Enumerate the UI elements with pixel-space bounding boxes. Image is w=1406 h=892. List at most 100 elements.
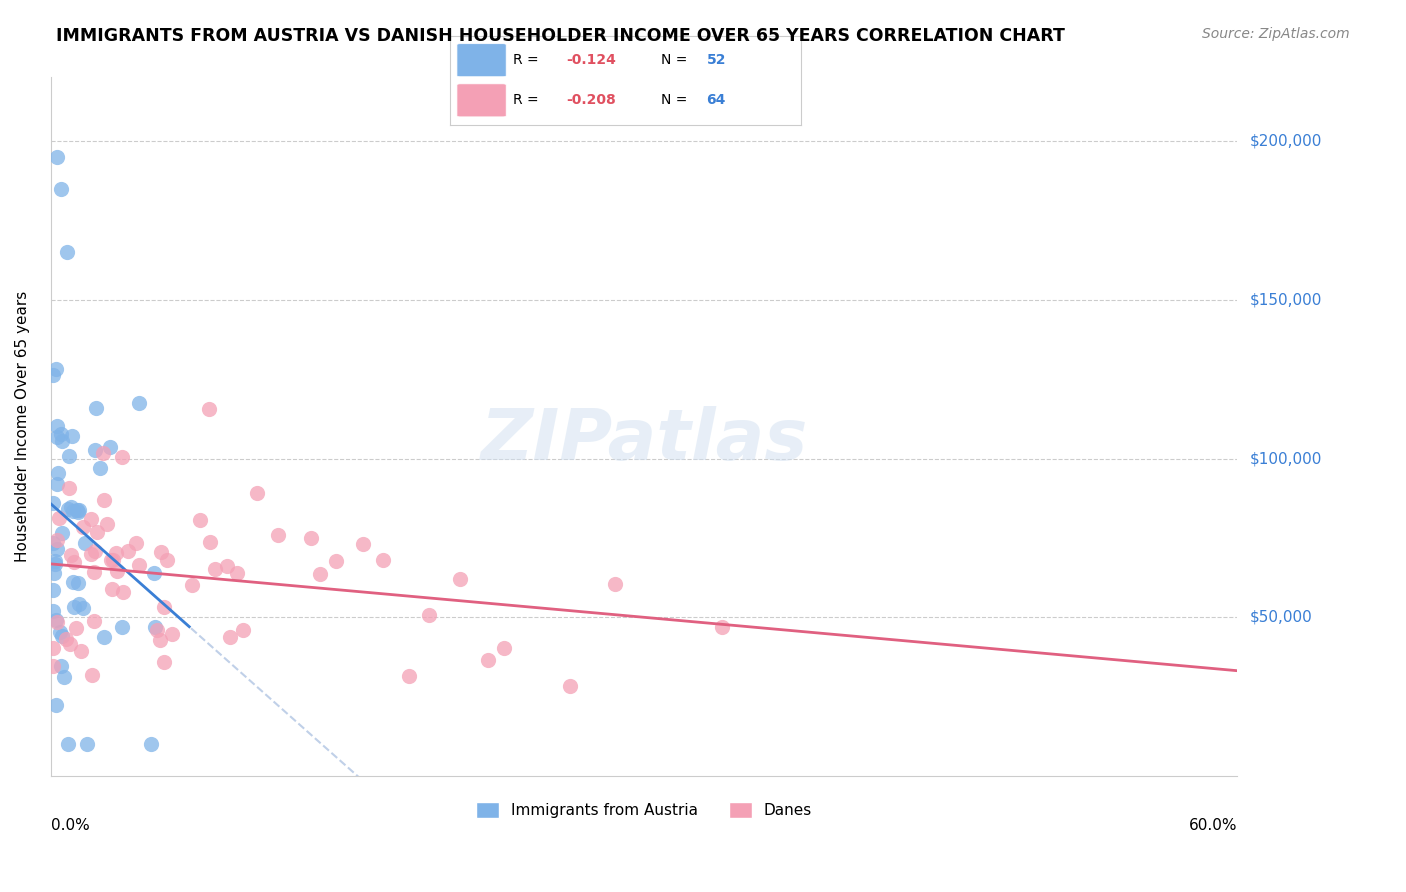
Point <box>72 520 94 534</box>
Point <box>111 450 134 464</box>
Point <box>45 615 67 630</box>
Point <box>44 557 66 571</box>
Point <box>72 601 94 615</box>
Point <box>42 583 65 598</box>
Point <box>60 549 83 563</box>
Point <box>371 553 394 567</box>
Text: ZIPatlas: ZIPatlas <box>481 406 808 475</box>
Point <box>100 553 122 567</box>
Point <box>42 496 65 510</box>
Point <box>42 536 65 550</box>
Point <box>65 621 87 635</box>
Text: $200,000: $200,000 <box>1250 134 1322 148</box>
Point <box>146 623 169 637</box>
Text: $100,000: $100,000 <box>1250 451 1322 467</box>
Point <box>232 623 254 637</box>
Point <box>105 564 128 578</box>
Point <box>56 738 79 752</box>
Text: N =: N = <box>661 93 688 107</box>
Point <box>55 245 77 260</box>
Point <box>80 668 103 682</box>
Text: IMMIGRANTS FROM AUSTRIA VS DANISH HOUSEHOLDER INCOME OVER 65 YEARS CORRELATION C: IMMIGRANTS FROM AUSTRIA VS DANISH HOUSEH… <box>56 27 1066 45</box>
Point <box>91 446 114 460</box>
Point <box>477 653 499 667</box>
Legend: Immigrants from Austria, Danes: Immigrants from Austria, Danes <box>470 797 818 824</box>
Point <box>70 644 93 658</box>
Point <box>325 554 347 568</box>
Text: 0.0%: 0.0% <box>51 818 90 833</box>
Point <box>198 535 221 549</box>
Point <box>51 629 73 643</box>
Y-axis label: Householder Income Over 65 years: Householder Income Over 65 years <box>15 291 30 563</box>
Point <box>86 524 108 539</box>
Point <box>83 544 105 558</box>
Point <box>76 738 98 752</box>
Point <box>55 632 77 646</box>
Point <box>63 555 86 569</box>
Point <box>46 541 69 556</box>
Point <box>86 401 108 415</box>
Point <box>301 532 323 546</box>
Point <box>48 624 70 639</box>
Point <box>112 585 135 599</box>
Point <box>45 698 67 712</box>
Point <box>267 528 290 542</box>
Text: -0.208: -0.208 <box>567 93 616 107</box>
Point <box>128 396 150 410</box>
Point <box>45 150 67 164</box>
Point <box>49 181 72 195</box>
Point <box>66 502 89 516</box>
Point <box>143 566 166 581</box>
Point <box>101 553 124 567</box>
Point <box>125 536 148 550</box>
Text: $50,000: $50,000 <box>1250 610 1312 625</box>
Point <box>143 620 166 634</box>
Point <box>198 402 221 417</box>
Point <box>42 603 65 617</box>
Text: 64: 64 <box>707 93 725 107</box>
Point <box>48 511 70 525</box>
Point <box>149 633 172 648</box>
Point <box>139 738 162 752</box>
Point <box>449 572 471 586</box>
Point <box>217 558 239 573</box>
Point <box>225 566 247 581</box>
Text: 52: 52 <box>707 53 725 67</box>
Point <box>45 419 67 434</box>
Point <box>155 553 177 567</box>
Text: R =: R = <box>513 93 538 107</box>
Text: 60.0%: 60.0% <box>1189 818 1237 833</box>
Point <box>46 533 69 548</box>
Point <box>128 558 150 572</box>
Point <box>398 669 420 683</box>
Point <box>80 511 103 525</box>
Point <box>153 656 176 670</box>
Point <box>111 620 134 634</box>
Point <box>67 503 90 517</box>
Point <box>45 476 67 491</box>
Point <box>96 517 118 532</box>
Point <box>53 670 76 684</box>
Point <box>58 449 80 463</box>
Point <box>117 544 139 558</box>
Point <box>105 546 128 560</box>
Point <box>45 362 67 376</box>
Point <box>49 658 72 673</box>
Point <box>44 553 66 567</box>
Point <box>492 641 515 656</box>
Point <box>558 679 581 693</box>
Text: Source: ZipAtlas.com: Source: ZipAtlas.com <box>1202 27 1350 41</box>
Point <box>42 368 65 382</box>
Text: -0.124: -0.124 <box>567 53 616 67</box>
Point <box>51 434 73 449</box>
Point <box>84 442 107 457</box>
Point <box>309 567 332 582</box>
Point <box>352 537 374 551</box>
Point <box>219 631 242 645</box>
Point <box>93 630 115 644</box>
Point <box>418 607 440 622</box>
Point <box>605 576 627 591</box>
Point <box>67 597 90 611</box>
Text: N =: N = <box>661 53 688 67</box>
Point <box>83 566 105 580</box>
